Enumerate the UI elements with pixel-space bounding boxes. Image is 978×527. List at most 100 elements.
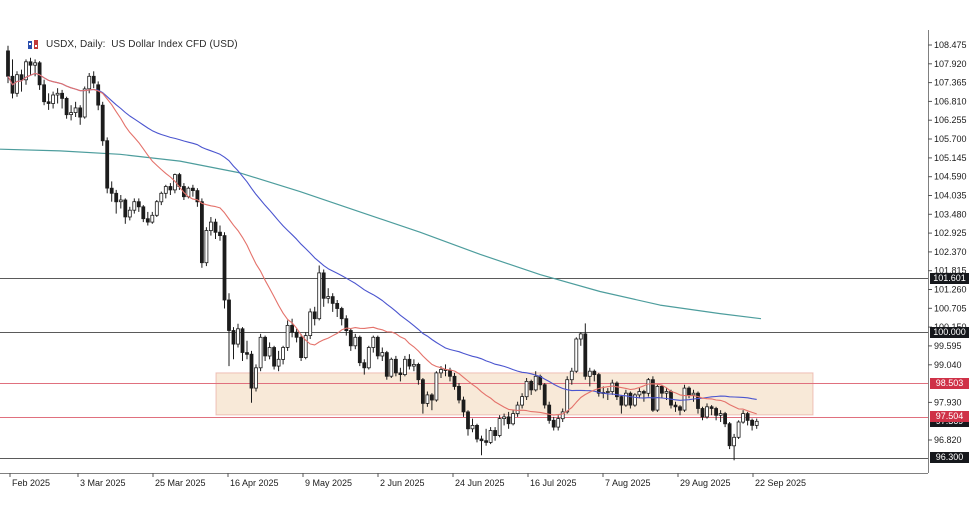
candlestick <box>610 382 615 393</box>
candlestick <box>299 336 304 358</box>
candlestick <box>276 358 281 367</box>
price-tick-label: 107.365 <box>934 78 967 88</box>
candlestick <box>411 363 416 367</box>
candlestick <box>420 379 425 404</box>
candlestick <box>723 413 727 425</box>
candlestick <box>317 272 322 320</box>
candlestick <box>565 379 570 413</box>
candlestick <box>605 391 610 393</box>
candlestick <box>669 391 673 406</box>
candlestick <box>736 421 741 438</box>
candlestick <box>281 347 286 360</box>
candlestick <box>389 358 394 377</box>
candlestick <box>321 272 326 299</box>
candlestick <box>655 385 660 411</box>
candlestick <box>181 186 186 198</box>
candlestick <box>33 62 37 66</box>
candlestick <box>452 375 457 387</box>
candlestick <box>24 61 28 81</box>
candlestick <box>132 201 137 211</box>
price-tick-label: 100.705 <box>934 303 967 313</box>
candlestick <box>727 423 732 447</box>
candlestick <box>700 408 705 418</box>
candlestick <box>335 302 340 309</box>
candlestick <box>461 399 466 413</box>
candlestick <box>646 379 651 394</box>
candlestick <box>660 385 664 394</box>
date-tick-label: 29 Aug 2025 <box>680 478 731 488</box>
candlestick <box>560 411 565 420</box>
ma-20-line <box>7 72 757 416</box>
candlestick <box>691 392 696 396</box>
candlestick <box>42 84 46 103</box>
candlestick <box>159 192 164 203</box>
candlestick <box>439 369 443 374</box>
candlestick <box>60 92 64 99</box>
candlestick <box>290 324 295 333</box>
date-tick-label: 9 May 2025 <box>305 478 352 488</box>
candlestick <box>596 374 601 394</box>
price-scale[interactable] <box>928 30 978 473</box>
price-tick-label: 106.255 <box>934 115 967 125</box>
candlestick <box>330 296 335 304</box>
candlestick <box>208 221 213 232</box>
candlestick <box>19 74 24 81</box>
candlestick <box>448 369 452 377</box>
candlestick <box>366 347 371 369</box>
candlestick <box>371 336 376 348</box>
candlestick <box>136 201 141 208</box>
candlestick <box>637 391 642 396</box>
date-tick-label: 25 Mar 2025 <box>155 478 206 488</box>
candlestick <box>339 308 344 320</box>
candlestick <box>592 370 597 376</box>
candlestick <box>258 336 263 369</box>
candlestick <box>218 231 222 236</box>
candlestick <box>533 375 538 391</box>
candlestick <box>583 333 588 377</box>
price-tick-label: 96.820 <box>934 435 962 445</box>
price-tick-label: 106.810 <box>934 96 967 106</box>
date-tick-label: 7 Aug 2025 <box>605 478 651 488</box>
price-tick-label: 102.925 <box>934 228 967 238</box>
candlestick <box>705 406 709 418</box>
candlestick <box>682 387 687 411</box>
date-tick-label: Feb 2025 <box>12 478 50 488</box>
zone-rectangle[interactable] <box>215 372 814 416</box>
candlestick <box>380 352 385 357</box>
candlestick <box>718 413 723 416</box>
candlestick <box>732 436 736 447</box>
candlestick <box>542 384 547 406</box>
time-scale[interactable] <box>0 473 928 493</box>
candlestick <box>55 92 60 96</box>
candlestick <box>457 385 461 401</box>
candlestick <box>303 335 308 359</box>
candlestick <box>493 430 498 436</box>
candlestick <box>574 338 579 372</box>
candlestick <box>615 382 619 398</box>
candlestick <box>141 206 146 220</box>
candlestick <box>466 411 470 430</box>
candlestick <box>556 418 561 428</box>
price-tick-label: 105.145 <box>934 153 967 163</box>
candlestick <box>687 387 691 396</box>
candlestick <box>127 209 132 218</box>
candlestick <box>520 396 524 406</box>
candlestick <box>429 394 434 401</box>
candlestick <box>425 394 430 404</box>
ma-50-line <box>7 72 757 401</box>
candlestick-chart-icon <box>27 38 39 50</box>
candlestick <box>375 336 380 357</box>
candlestick <box>714 408 718 416</box>
date-tick-label: 16 Apr 2025 <box>230 478 279 488</box>
candlestick <box>163 186 168 194</box>
candlestick <box>511 413 516 425</box>
candlestick <box>529 380 534 391</box>
candlestick <box>82 88 87 118</box>
candlestick <box>150 214 155 223</box>
candlestick <box>64 98 69 116</box>
price-tick-label: 104.035 <box>934 191 967 201</box>
candlestick <box>204 230 209 264</box>
candlestick <box>190 187 195 191</box>
